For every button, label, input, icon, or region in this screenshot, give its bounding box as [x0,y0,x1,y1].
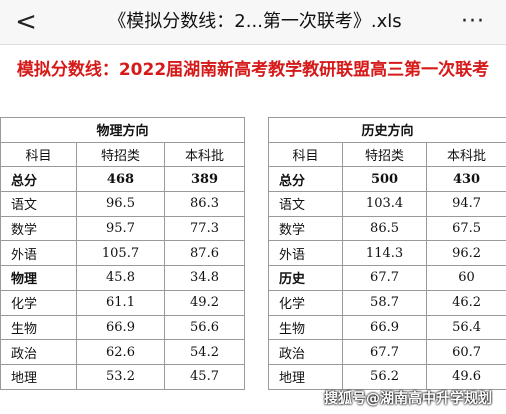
subject-cell: 政治 [0,339,77,365]
score-cell: 58.7 [342,289,428,316]
watermark-text: 搜狐号@湖南高中升学规划 [324,391,492,407]
score-cell: 56.2 [342,363,428,390]
history-heading: 历史方向 [268,117,506,143]
subject-cell: 地理 [268,363,344,390]
score-cell: 62.6 [76,339,165,365]
table-row: 生物 66.9 56.6 生物 66.9 56.4 [0,314,506,341]
subject-cell: 地理 [0,363,77,390]
score-table: 物理方向 历史方向 科目 特招类 本科批 科目 特招类 本科批 总分 468 3… [0,117,506,390]
table-row: 政治 62.6 54.2 政治 67.7 60.7 [0,339,506,365]
score-cell: 430 [426,166,506,193]
subject-cell: 总分 [0,166,77,193]
score-cell: 67.5 [426,215,506,242]
column-header: 科目 [0,141,77,168]
physics-heading: 物理方向 [0,117,246,143]
column-gap [244,265,270,291]
score-cell: 96.5 [76,191,165,217]
column-gap [244,166,270,192]
subject-cell: 化学 [0,289,77,316]
table-row: 化学 61.1 49.2 化学 58.7 46.2 [0,289,506,316]
column-gap [244,117,270,143]
table-row: 总分 468 389 总分 500 430 [0,166,506,193]
score-cell: 45.8 [76,265,165,291]
subject-cell: 数学 [268,215,344,242]
subject-cell: 总分 [268,166,344,193]
column-header: 本科批 [426,141,506,168]
score-cell: 53.2 [76,363,165,390]
column-gap [244,142,270,167]
column-gap [244,240,270,266]
column-header-row: 科目 特招类 本科批 科目 特招类 本科批 [0,141,506,168]
column-gap [244,216,270,241]
subject-cell: 语文 [268,191,344,217]
score-cell: 86.3 [163,191,246,217]
top-navigation-bar: < 《模拟分数线：2...第一次联考》.xls ··· [0,0,506,45]
score-cell: 86.5 [342,215,428,242]
score-cell: 468 [76,166,165,193]
score-cell: 94.7 [426,191,506,217]
score-cell: 34.8 [163,265,246,291]
subject-cell: 化学 [268,289,344,316]
score-cell: 103.4 [342,191,428,217]
score-cell: 67.7 [342,339,428,365]
direction-header-row: 物理方向 历史方向 [0,117,506,143]
table-row: 物理 45.8 34.8 历史 67.7 60 [0,265,506,291]
score-cell: 61.1 [76,289,165,316]
back-arrow-icon[interactable]: < [15,7,37,37]
column-gap [244,191,270,217]
score-cell: 96.2 [426,240,506,267]
table-row: 外语 105.7 87.6 外语 114.3 96.2 [0,240,506,267]
subject-cell: 生物 [0,314,77,341]
score-cell: 67.7 [342,265,428,291]
subject-cell: 语文 [0,191,77,217]
document-title: 《模拟分数线：2...第一次联考》.xls [108,11,402,32]
sheet-title: 模拟分数线：2022届湖南新高考教学教研联盟高三第一次联考 [16,60,490,80]
column-gap [244,315,270,340]
table-row: 数学 95.7 77.3 数学 86.5 67.5 [0,215,506,242]
subject-cell: 外语 [0,240,77,267]
subject-cell: 外语 [268,240,344,267]
table-row: 语文 96.5 86.3 语文 103.4 94.7 [0,191,506,217]
score-cell: 105.7 [76,240,165,267]
score-cell: 389 [163,166,246,193]
score-cell: 49.2 [163,289,246,316]
subject-cell: 生物 [268,314,344,341]
subject-cell: 政治 [268,339,344,365]
column-gap [244,339,270,365]
column-header: 特招类 [76,141,165,168]
column-header: 科目 [268,141,344,168]
score-cell: 56.4 [426,314,506,341]
score-cell: 60.7 [426,339,506,365]
score-cell: 49.6 [426,363,506,390]
subject-cell: 历史 [268,265,344,291]
score-cell: 46.2 [426,289,506,316]
score-cell: 56.6 [163,314,246,341]
score-cell: 87.6 [163,240,246,267]
column-header: 本科批 [163,141,246,168]
score-cell: 45.7 [163,363,246,390]
score-cell: 54.2 [163,339,246,365]
score-cell: 60 [426,265,506,291]
column-header: 特招类 [342,141,428,168]
score-cell: 114.3 [342,240,428,267]
score-cell: 500 [342,166,428,193]
score-cell: 77.3 [163,215,246,242]
subject-cell: 物理 [0,265,77,291]
column-gap [244,364,270,390]
table-row: 地理 53.2 45.7 地理 56.2 49.6 [0,363,506,390]
more-options-icon[interactable]: ··· [461,9,485,34]
score-cell: 95.7 [76,215,165,242]
column-gap [244,290,270,315]
score-cell: 66.9 [342,314,428,341]
subject-cell: 数学 [0,215,77,242]
score-cell: 66.9 [76,314,165,341]
